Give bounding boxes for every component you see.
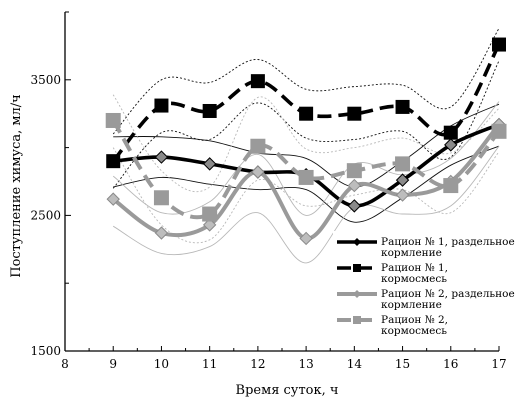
series-4-point — [346, 163, 362, 179]
x-tick-label: 14 — [347, 357, 363, 371]
series-3-point — [202, 218, 217, 232]
series-2-point — [395, 99, 410, 114]
legend-label-4: Рацион № 2, — [381, 314, 448, 326]
series-2-point — [154, 98, 169, 113]
confidence-bands — [112, 28, 500, 264]
series-3-point — [106, 192, 120, 206]
y-tick-label: 3500 — [30, 73, 61, 87]
legend-label-3: Рацион № 2, раздельное — [381, 288, 515, 300]
series-2-point — [492, 37, 506, 52]
series-3-point — [347, 178, 362, 193]
legend-marker-4 — [353, 316, 361, 324]
x-tick-label: 8 — [61, 357, 69, 371]
axes: 8 9 10 11 12 13 14 15 16 17 1500 2500 3500 — [30, 11, 507, 371]
legend-label-2: кормосмесь — [381, 273, 447, 285]
y-tick-label: 2500 — [30, 208, 61, 222]
series-1-point — [347, 199, 362, 213]
y-tick-label: 1500 — [30, 344, 61, 358]
series-4-point — [298, 169, 314, 185]
x-tick-label: 12 — [250, 357, 265, 371]
legend-label-3: кормление — [381, 299, 442, 311]
series-3-point — [251, 165, 265, 179]
series-4-point — [491, 123, 507, 139]
legend-label-1: кормление — [381, 247, 442, 259]
series-2-lower-bound — [112, 60, 500, 189]
legend-label-2: Рацион № 1, — [381, 262, 448, 274]
series-markers — [105, 37, 507, 246]
series-2-point — [106, 154, 121, 169]
series-2-point — [250, 74, 265, 89]
legend-label-4: кормосмесь — [381, 325, 447, 337]
series-4-upper-bound — [112, 94, 500, 193]
series-4-lower-bound — [112, 147, 500, 244]
series-2-point — [202, 103, 217, 118]
legend-marker-2 — [353, 264, 361, 272]
series-3-point — [395, 188, 410, 202]
series-2-point — [347, 106, 362, 121]
x-tick-label: 10 — [154, 357, 169, 371]
series-2-upper-bound — [112, 28, 500, 135]
series-3-point — [299, 231, 313, 246]
legend-marker-1 — [353, 238, 361, 246]
series-1-point — [395, 173, 410, 187]
x-tick-label: 11 — [202, 357, 217, 371]
series-4-point — [202, 206, 218, 222]
series-1-point — [154, 150, 169, 164]
series-2-point — [299, 106, 314, 121]
series-lines — [111, 43, 501, 241]
series-1-point — [444, 138, 458, 152]
x-tick-label: 15 — [395, 357, 410, 371]
series-4-point — [443, 178, 459, 194]
legend-marker-3 — [353, 290, 361, 298]
series-1-upper-bound — [113, 103, 500, 188]
legend-label-1: Рацион № 1, раздельное — [381, 236, 515, 248]
series-2-point — [443, 125, 458, 140]
legend-background — [333, 231, 511, 331]
series-4-point — [153, 190, 169, 206]
series-1-point — [202, 157, 217, 171]
series-4-point — [395, 156, 411, 172]
series-3-point — [154, 226, 169, 240]
x-tick-label: 17 — [491, 357, 506, 371]
series-4-point — [250, 138, 266, 154]
x-tick-label: 9 — [109, 357, 117, 371]
series-4-point — [105, 112, 121, 128]
series-2-line — [111, 43, 501, 163]
series-3-lower-bound — [112, 145, 500, 264]
series-1-lower-bound — [113, 145, 500, 223]
x-tick-label: 16 — [443, 357, 458, 371]
x-axis-title: Время суток, ч — [236, 383, 339, 398]
series-1-line — [113, 122, 500, 208]
x-tick-label: 13 — [298, 357, 313, 371]
y-axis-title: Поступление химуса, мл/ч — [9, 94, 24, 277]
